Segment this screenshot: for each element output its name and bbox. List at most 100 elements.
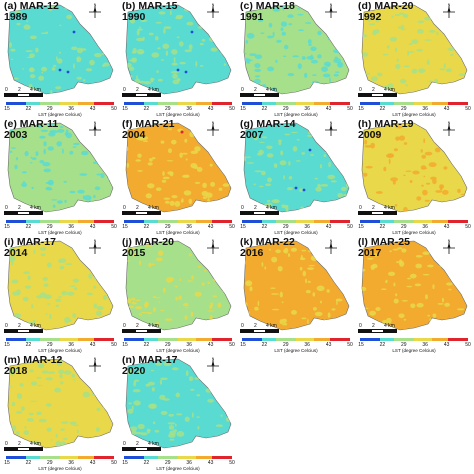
map-panel: (h) MAR-19 2009 N 0 2 4 km 15 22 29 36 43 50 LST (d… [356,120,472,236]
colorbar-tick-label: 36 [186,106,192,112]
colorbar-tick-label: 29 [47,224,53,230]
colorbar-segment [432,220,448,223]
colorbar-tick-label: 15 [4,460,10,466]
lst-map [125,358,232,449]
colorbar-segment [6,102,26,105]
scale-segment [371,329,385,333]
colorbar-segment [196,456,212,459]
scale-label: 0 [5,323,8,329]
scale-label: 4 km [30,205,41,211]
colorbar-segment [144,220,158,223]
scale-segment [371,211,385,215]
colorbar: 15 22 29 36 43 50 LST (degree Celcius) [358,102,471,118]
north-arrow-icon: N [207,357,219,372]
colorbar-tick-label: 29 [401,342,407,348]
north-label: N [448,3,451,7]
colorbar-segment [314,338,330,341]
scale-segment [358,211,373,215]
scale-bar: 0 2 4 km [240,205,297,217]
panel-label: (k) MAR-22 2016 [240,238,295,259]
colorbar: 15 22 29 36 43 50 LST (degree Celcius) [122,338,235,354]
colorbar-segment [60,456,78,459]
colorbar-tick-label: 43 [443,106,450,112]
scale-label: 2 [136,205,139,211]
scale-label: 0 [359,323,362,329]
scale-label: 2 [254,323,257,329]
colorbar: 15 22 29 36 43 50 LST (degree Celcius) [4,338,117,354]
scale-segment [29,329,43,333]
colorbar-segment [78,102,94,105]
study-area-boundary [7,240,114,331]
map-panel: (m) MAR-12 2018 N 0 2 4 km 15 22 29 36 43 50 LST (d… [2,356,118,472]
colorbar-segment [314,220,330,223]
colorbar-segment [296,102,314,105]
colorbar-tick-label: 43 [207,106,214,112]
scale-segment [17,93,31,97]
colorbar-segment [262,338,276,341]
colorbar-title: LST (degree Celcius) [38,348,82,353]
scale-segment [135,211,149,215]
colorbar-tick-label: 22 [261,342,268,348]
colorbar-tick-label: 15 [240,342,246,348]
scale-segment [29,211,43,215]
panel-label: (a) MAR-12 1989 [4,2,59,23]
colorbar: 15 22 29 36 43 50 LST (degree Celcius) [122,220,235,236]
scale-segment [253,93,267,97]
lst-map [243,122,350,213]
colorbar-segment [94,456,114,459]
scale-label: 0 [123,441,126,447]
colorbar-tick-label: 50 [229,460,235,466]
colorbar-segment [158,456,178,459]
colorbar-segment [448,338,468,341]
colorbar-tick-label: 29 [283,342,289,348]
scale-segment [383,93,397,97]
colorbar-tick-label: 29 [283,106,289,112]
colorbar-tick-label: 43 [89,460,96,466]
lst-map [7,4,114,95]
map-panel: (l) MAR-25 2017 N 0 2 4 km 15 22 29 36 43 50 LST (d… [356,238,472,354]
scale-label: 2 [18,323,21,329]
colorbar: 15 22 29 36 43 50 LST (degree Celcius) [240,102,353,118]
scale-bar: 0 2 4 km [4,87,61,99]
colorbar-segment [158,220,178,223]
scale-segment [122,447,137,451]
colorbar-segment [94,102,114,105]
scale-segment [383,329,397,333]
map-panel: (d) MAR-20 1992 N 0 2 4 km 15 22 29 36 43 50 LST (d… [356,2,472,118]
colorbar-title: LST (degree Celcius) [274,348,318,353]
map-panel: (c) MAR-18 1991 N 0 2 4 km 15 22 29 36 43 50 LST (d… [238,2,354,118]
scale-segment [240,329,255,333]
scale-segment [17,447,31,451]
panel-label: (c) MAR-18 1991 [240,2,295,23]
colorbar-tick-label: 43 [325,224,332,230]
colorbar-segment [124,456,144,459]
scale-segment [383,211,397,215]
colorbar: 15 22 29 36 43 50 LST (degree Celcius) [4,102,117,118]
scale-label: 2 [136,87,139,93]
colorbar-segment [448,220,468,223]
panel-label: (n) MAR-17 2020 [122,356,178,377]
colorbar-tick-label: 43 [325,342,332,348]
north-arrow-icon: N [89,357,101,372]
colorbar-tick-label: 50 [465,224,471,230]
scale-label: 2 [372,205,375,211]
study-area-boundary [125,358,232,449]
colorbar-segment [124,220,144,223]
colorbar-tick-label: 36 [422,224,428,230]
scale-bar: 0 2 4 km [122,441,179,453]
colorbar-tick-label: 29 [165,106,171,112]
lst-pattern [8,5,110,94]
colorbar-tick-label: 29 [401,106,407,112]
colorbar-tick-label: 36 [186,342,192,348]
colorbar-tick-label: 22 [261,106,268,112]
colorbar-segment [212,220,232,223]
scale-segment [29,447,43,451]
scale-label: 0 [123,87,126,93]
colorbar-tick-label: 15 [4,342,10,348]
colorbar-segment [124,102,144,105]
colorbar-title: LST (degree Celcius) [156,112,200,117]
lst-map [7,358,114,449]
study-area-boundary [7,122,114,213]
colorbar: 15 22 29 36 43 50 LST (degree Celcius) [122,102,235,118]
colorbar-segment [276,102,296,105]
